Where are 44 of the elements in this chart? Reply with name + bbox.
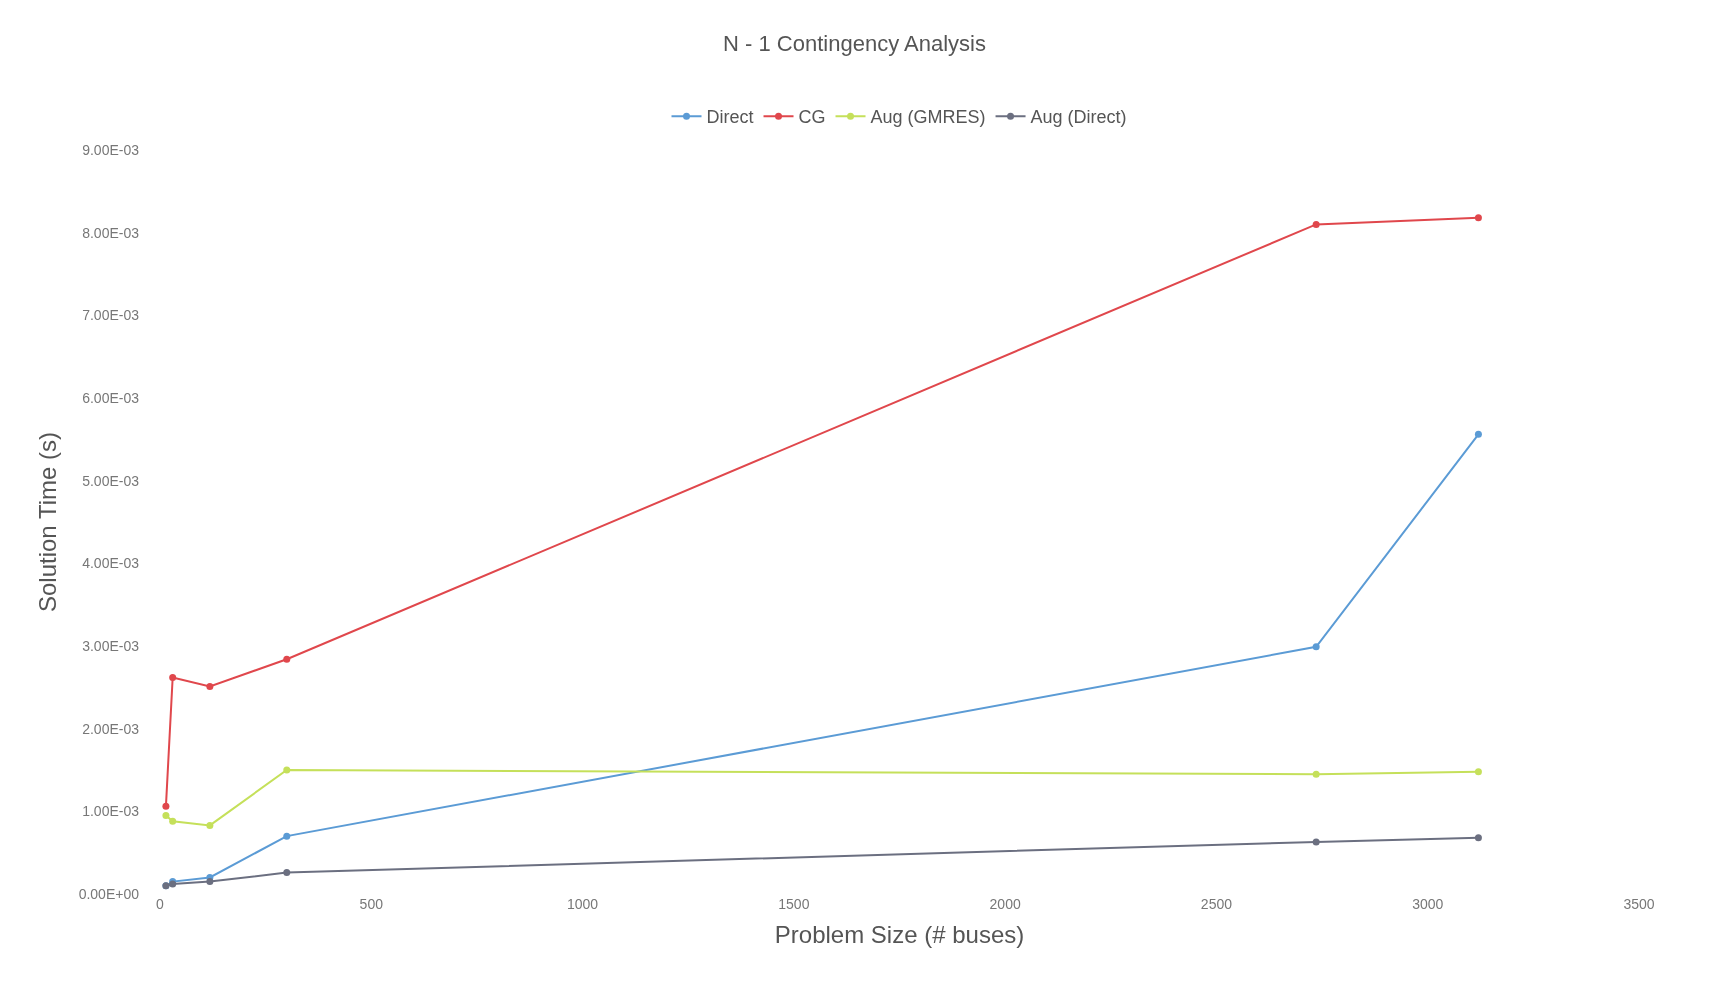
x-tick-label: 500 — [359, 896, 384, 912]
point — [1312, 838, 1320, 846]
point — [162, 811, 170, 819]
y-tick-label: 5.00E-03 — [82, 472, 140, 489]
point — [283, 766, 291, 774]
x-tick-label: 3500 — [1623, 896, 1655, 912]
x-tick-label: 3000 — [1412, 896, 1444, 912]
point — [1474, 430, 1482, 438]
legend-label: Aug (GMRES) — [870, 107, 986, 128]
y-tick-label: 9.00E-03 — [82, 141, 140, 158]
x-tick-label: 2500 — [1200, 896, 1233, 912]
y-axis-title: Solution Time (s) — [33, 431, 61, 613]
point — [169, 673, 177, 681]
point — [283, 832, 291, 840]
y-tick-label: 2.00E-03 — [82, 720, 140, 737]
point — [162, 802, 170, 810]
legend-label: Direct — [706, 107, 754, 128]
y-tick-label: 7.00E-03 — [82, 307, 140, 324]
x-tick-label: 0 — [156, 896, 165, 912]
x-tick-label: 1500 — [778, 896, 810, 912]
x-tick-label: 2000 — [989, 896, 1021, 912]
point — [206, 821, 214, 829]
x-axis-title: Problem Size (# buses) — [774, 921, 1025, 949]
point — [169, 817, 177, 825]
point — [1474, 214, 1482, 222]
legend-label: Aug (Direct) — [1030, 107, 1127, 128]
point — [206, 683, 214, 691]
point — [1474, 834, 1482, 842]
x-tick-label: 1000 — [566, 896, 599, 912]
y-tick-label: 0.00E+00 — [78, 885, 140, 902]
y-tick-label: 3.00E-03 — [82, 637, 140, 654]
point — [283, 869, 291, 877]
point — [1312, 643, 1320, 651]
point — [1474, 768, 1482, 776]
y-tick-label: 1.00E-03 — [82, 803, 140, 820]
legend-label: CG — [798, 107, 826, 128]
y-tick-label: 8.00E-03 — [82, 224, 140, 241]
y-tick-label: 6.00E-03 — [82, 389, 140, 406]
point — [1312, 770, 1320, 778]
point — [1312, 220, 1320, 228]
point — [206, 878, 214, 886]
y-tick-label: 4.00E-03 — [82, 555, 140, 572]
point — [283, 655, 291, 663]
chart-title: N - 1 Contingency Analysis — [723, 30, 986, 56]
